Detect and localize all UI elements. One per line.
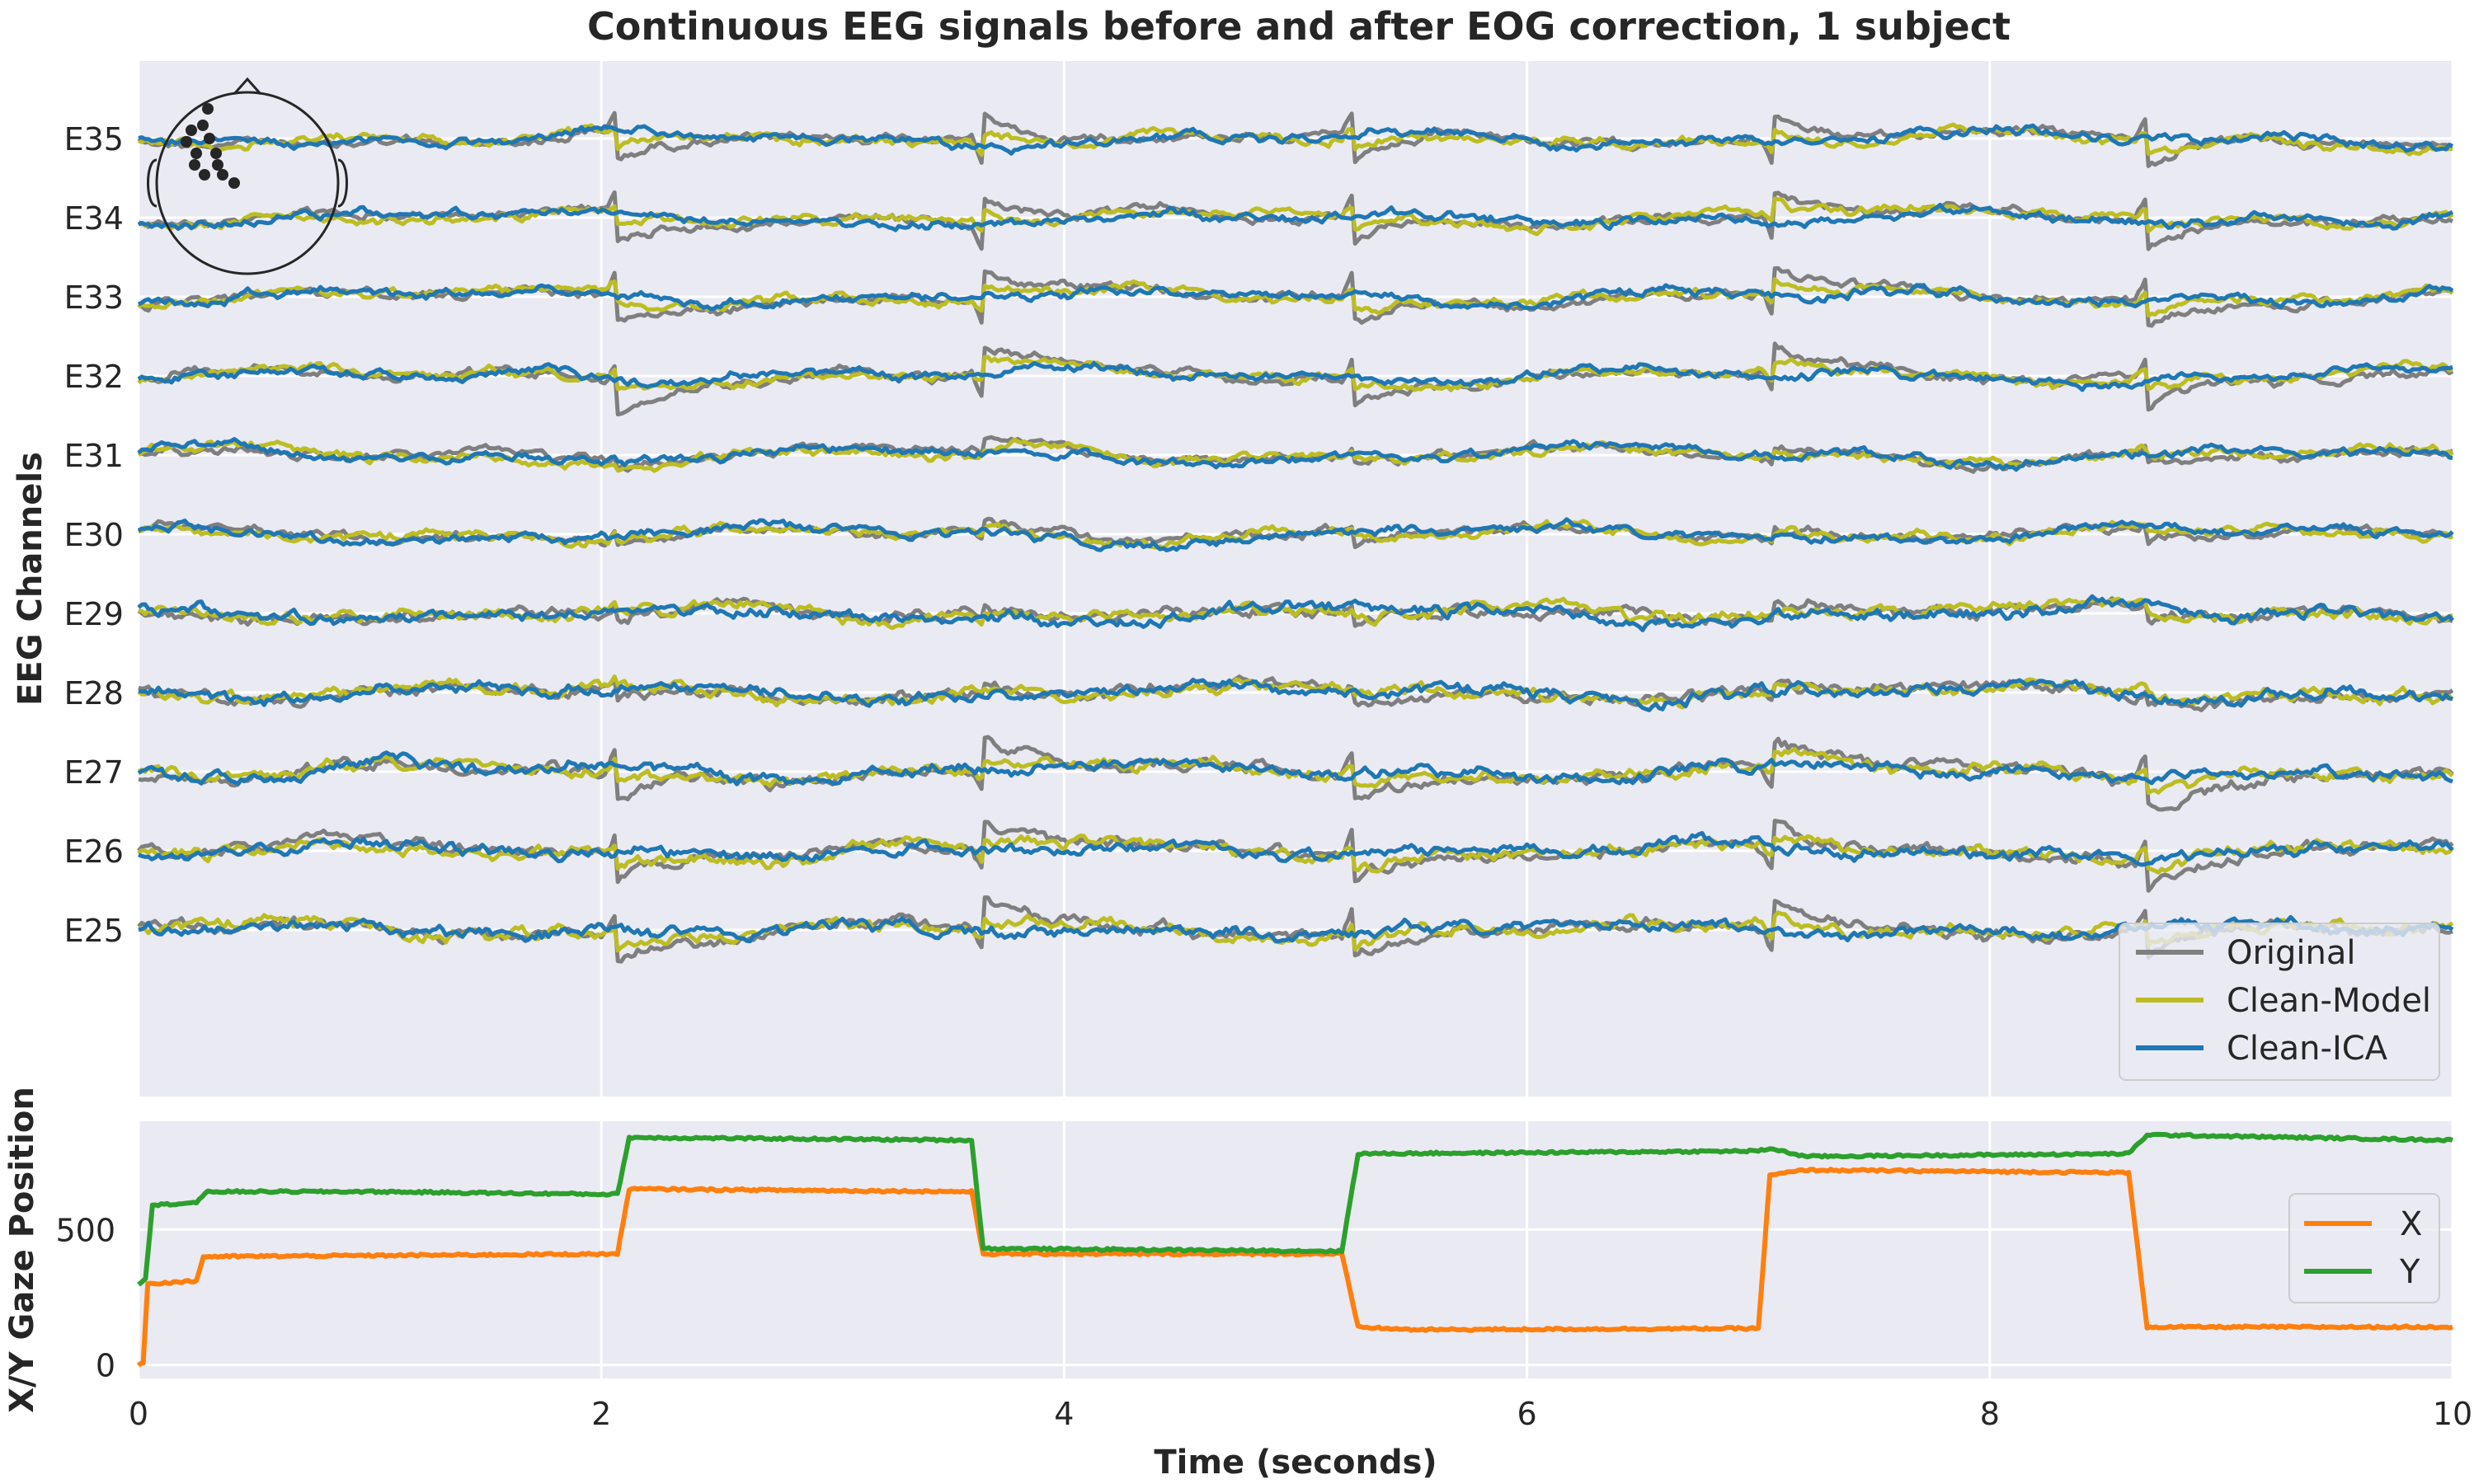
x-tick-label: 6 (1517, 1396, 1537, 1432)
eeg-legend: Original Clean-Model Clean-ICA (2119, 923, 2440, 1081)
trace-clean-model (137, 277, 2454, 318)
trace-clean-ica (137, 360, 2453, 392)
channel-label: E26 (64, 834, 124, 870)
trace-clean-ica (137, 437, 2453, 472)
eeg-y-axis-label: EEG Channels (12, 452, 49, 706)
channel-label: E30 (64, 517, 124, 553)
gaze-y-tick-label: 500 (55, 1212, 115, 1248)
channel-label: E27 (64, 754, 124, 791)
gaze-y-axis-label: X/Y Gaze Position (3, 1087, 41, 1413)
trace-clean-ica (138, 202, 2454, 232)
channel-label: E32 (64, 359, 124, 395)
eeg-traces (137, 110, 2454, 964)
eeg-legend-box (2119, 923, 2440, 1081)
trace-clean-ica (138, 914, 2454, 944)
right-ear-shape (337, 158, 348, 208)
channel-label: E31 (64, 438, 124, 474)
channel-labels: E35 E34 E33 E32 E31 E30 E29 E28 E27 E26 E25 (64, 121, 124, 949)
trace-clean-ica (138, 831, 2454, 867)
nose-shape (233, 77, 262, 95)
x-tick-label: 8 (1980, 1396, 2000, 1432)
left-ear-shape (147, 158, 158, 208)
electrode-dot (190, 148, 202, 159)
channel-label: E25 (64, 913, 124, 949)
legend-entry: X (2400, 1205, 2422, 1243)
trace-clean-ica (137, 517, 2454, 552)
trace-clean-ica (137, 283, 2454, 312)
chart-title: Continuous EEG signals before and after … (587, 4, 2011, 49)
eeg-plot-area (139, 61, 2453, 1097)
x-tick-label: 10 (2433, 1396, 2472, 1432)
trace-clean-ica (138, 678, 2453, 712)
x-axis-ticks: 0 2 4 6 8 10 (129, 1396, 2472, 1432)
electrode-dot (189, 159, 200, 171)
channel-label: E29 (64, 596, 124, 632)
x-tick-label: 2 (591, 1396, 611, 1432)
channel-label: E34 (64, 200, 124, 237)
x-axis-label: Time (seconds) (1154, 1444, 1437, 1482)
electrode-dot (228, 177, 240, 189)
gaze-y-tick-label: 0 (96, 1348, 115, 1384)
electrode-head-map-icon (147, 77, 348, 275)
head-outline (155, 91, 340, 275)
channel-label: E28 (64, 675, 124, 711)
trace-clean-ica (137, 594, 2454, 632)
gaze-traces (136, 1131, 2453, 1368)
legend-entry: Clean-ICA (2227, 1030, 2388, 1068)
gaze-legend: XY (2288, 1193, 2440, 1303)
channel-label: E33 (64, 279, 124, 316)
gaze-y-ticks: 0 500 (55, 1212, 115, 1383)
electrode-dot (199, 169, 210, 181)
electrode-dot (186, 124, 197, 136)
electrode-dot (202, 103, 214, 115)
electrode-dot (204, 133, 215, 144)
legend-entry: Y (2399, 1253, 2420, 1291)
electrode-dot (210, 148, 222, 159)
legend-entry: Clean-Model (2227, 982, 2431, 1020)
x-tick-label: 4 (1054, 1396, 1074, 1432)
electrode-dot (217, 169, 228, 181)
gaze-y-line (137, 1131, 2453, 1287)
gaze-x-line (136, 1167, 2453, 1368)
channel-label: E35 (64, 121, 124, 157)
trace-clean-ica (137, 750, 2453, 787)
trace-clean-ica (138, 123, 2453, 156)
electrode-dot (197, 120, 209, 131)
legend-entry: Original (2227, 934, 2356, 972)
electrode-dot (212, 159, 223, 171)
x-tick-label: 0 (129, 1396, 148, 1432)
electrode-dot (181, 136, 192, 148)
